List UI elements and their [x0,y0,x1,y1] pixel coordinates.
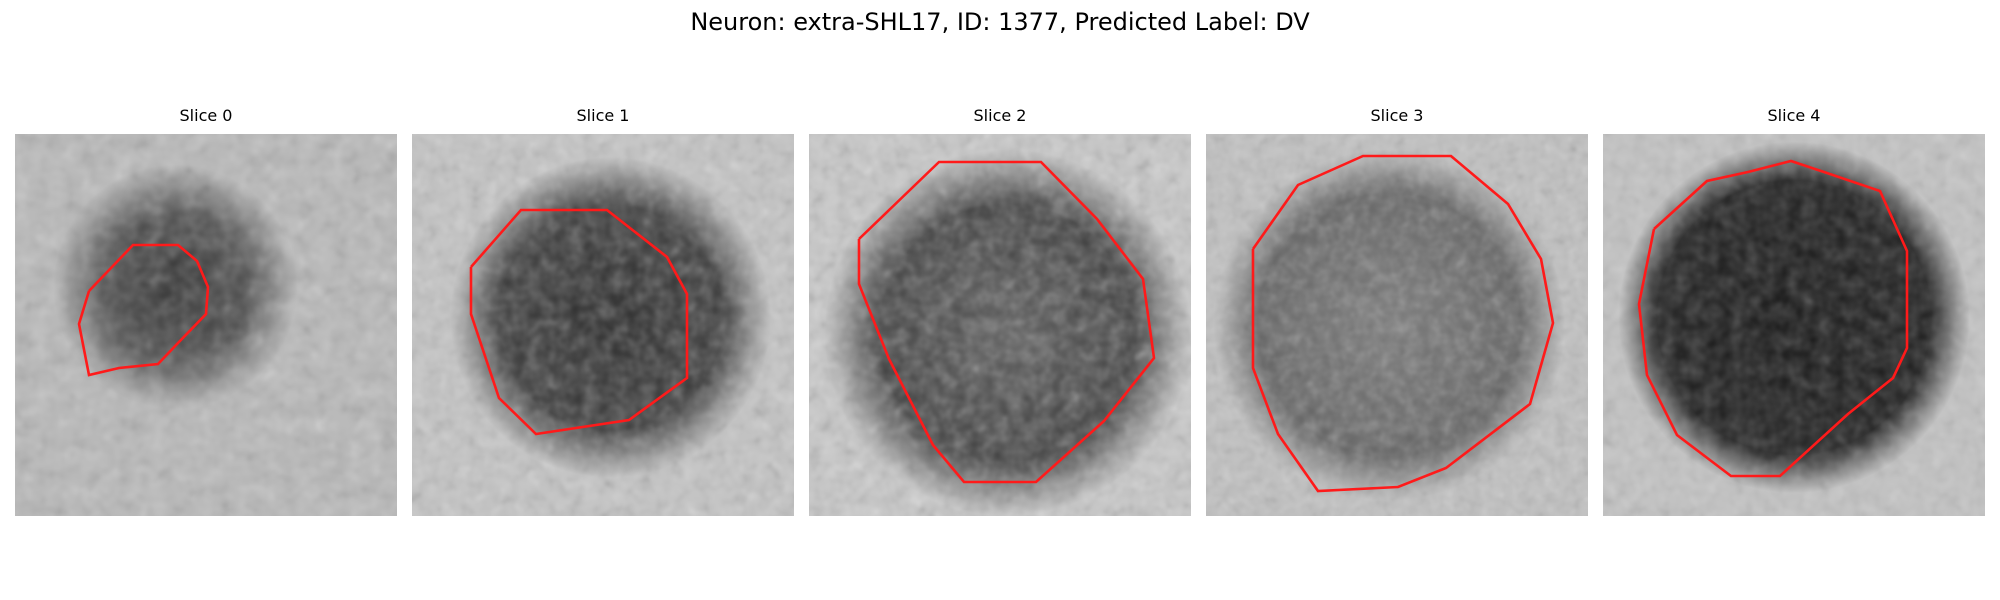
cell-contour [1251,154,1555,493]
slice-title: Slice 0 [179,106,233,125]
cell-contour [857,160,1156,484]
cell-contour [469,208,689,436]
slice-image [412,134,794,516]
slice-panel-4: Slice 4 [1603,105,1985,516]
slice-panel-0: Slice 0 [15,105,397,516]
slice-panel-1: Slice 1 [412,105,794,516]
slice-image [1603,134,1985,516]
slice-image [1206,134,1588,516]
slice-image [15,134,397,516]
slice-title: Slice 2 [973,106,1027,125]
slice-title: Slice 1 [576,106,630,125]
cell-contour [77,243,210,377]
slice-image [809,134,1191,516]
slice-panel-2: Slice 2 [809,105,1191,516]
figure-title: Neuron: extra-SHL17, ID: 1377, Predicted… [690,8,1310,36]
cell-contour [1637,159,1909,478]
slice-title: Slice 3 [1370,106,1424,125]
slice-title: Slice 4 [1767,106,1821,125]
slice-panel-3: Slice 3 [1206,105,1588,516]
